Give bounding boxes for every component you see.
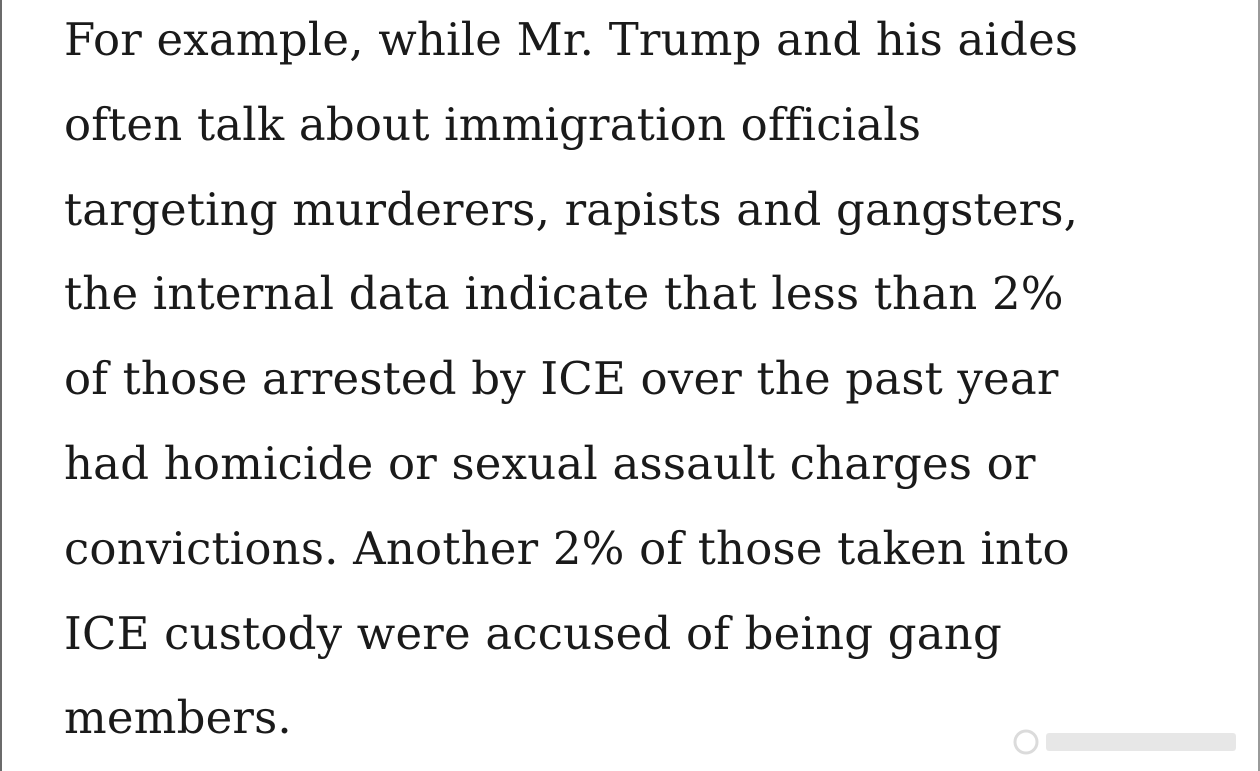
- text-line: often talk about immigration officials: [64, 97, 922, 151]
- text-line: targeting murderers, rapists and gangste…: [64, 182, 1079, 236]
- text-line: the internal data indicate that less tha…: [64, 267, 1064, 321]
- text-line: members.: [64, 691, 292, 745]
- article-paragraph: For example, while Mr. Trump and his aid…: [64, 2, 1078, 765]
- text-line: had homicide or sexual assault charges o…: [64, 436, 1036, 490]
- text-line: of those arrested by ICE over the past y…: [64, 352, 1059, 406]
- text-line: For example, while Mr. Trump and his aid…: [64, 13, 1079, 66]
- watermark: [1013, 729, 1236, 755]
- text-line: convictions. Another 2% of those taken i…: [64, 521, 1070, 575]
- text-line: ICE custody were accused of being gang: [64, 606, 1002, 660]
